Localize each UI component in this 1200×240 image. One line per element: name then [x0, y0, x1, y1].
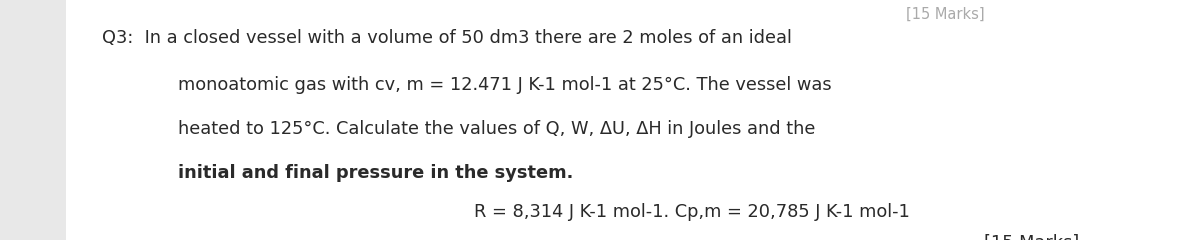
Text: initial and final pressure in the system.: initial and final pressure in the system… — [178, 164, 572, 182]
Text: [15 Marks]: [15 Marks] — [984, 234, 1079, 240]
FancyBboxPatch shape — [0, 0, 66, 240]
Text: [15 Marks]: [15 Marks] — [906, 7, 985, 22]
Text: heated to 125°C. Calculate the values of Q, W, ΔU, ΔH in Joules and the: heated to 125°C. Calculate the values of… — [178, 120, 815, 138]
Text: Q3:  In a closed vessel with a volume of 50 dm3 there are 2 moles of an ideal: Q3: In a closed vessel with a volume of … — [102, 29, 792, 47]
Text: R = 8,314 J K-1 mol-1. Cp,m = 20,785 J K-1 mol-1: R = 8,314 J K-1 mol-1. Cp,m = 20,785 J K… — [474, 203, 910, 221]
Text: monoatomic gas with cv, m = 12.471 J K-1 mol-1 at 25°C. The vessel was: monoatomic gas with cv, m = 12.471 J K-1… — [178, 76, 832, 94]
